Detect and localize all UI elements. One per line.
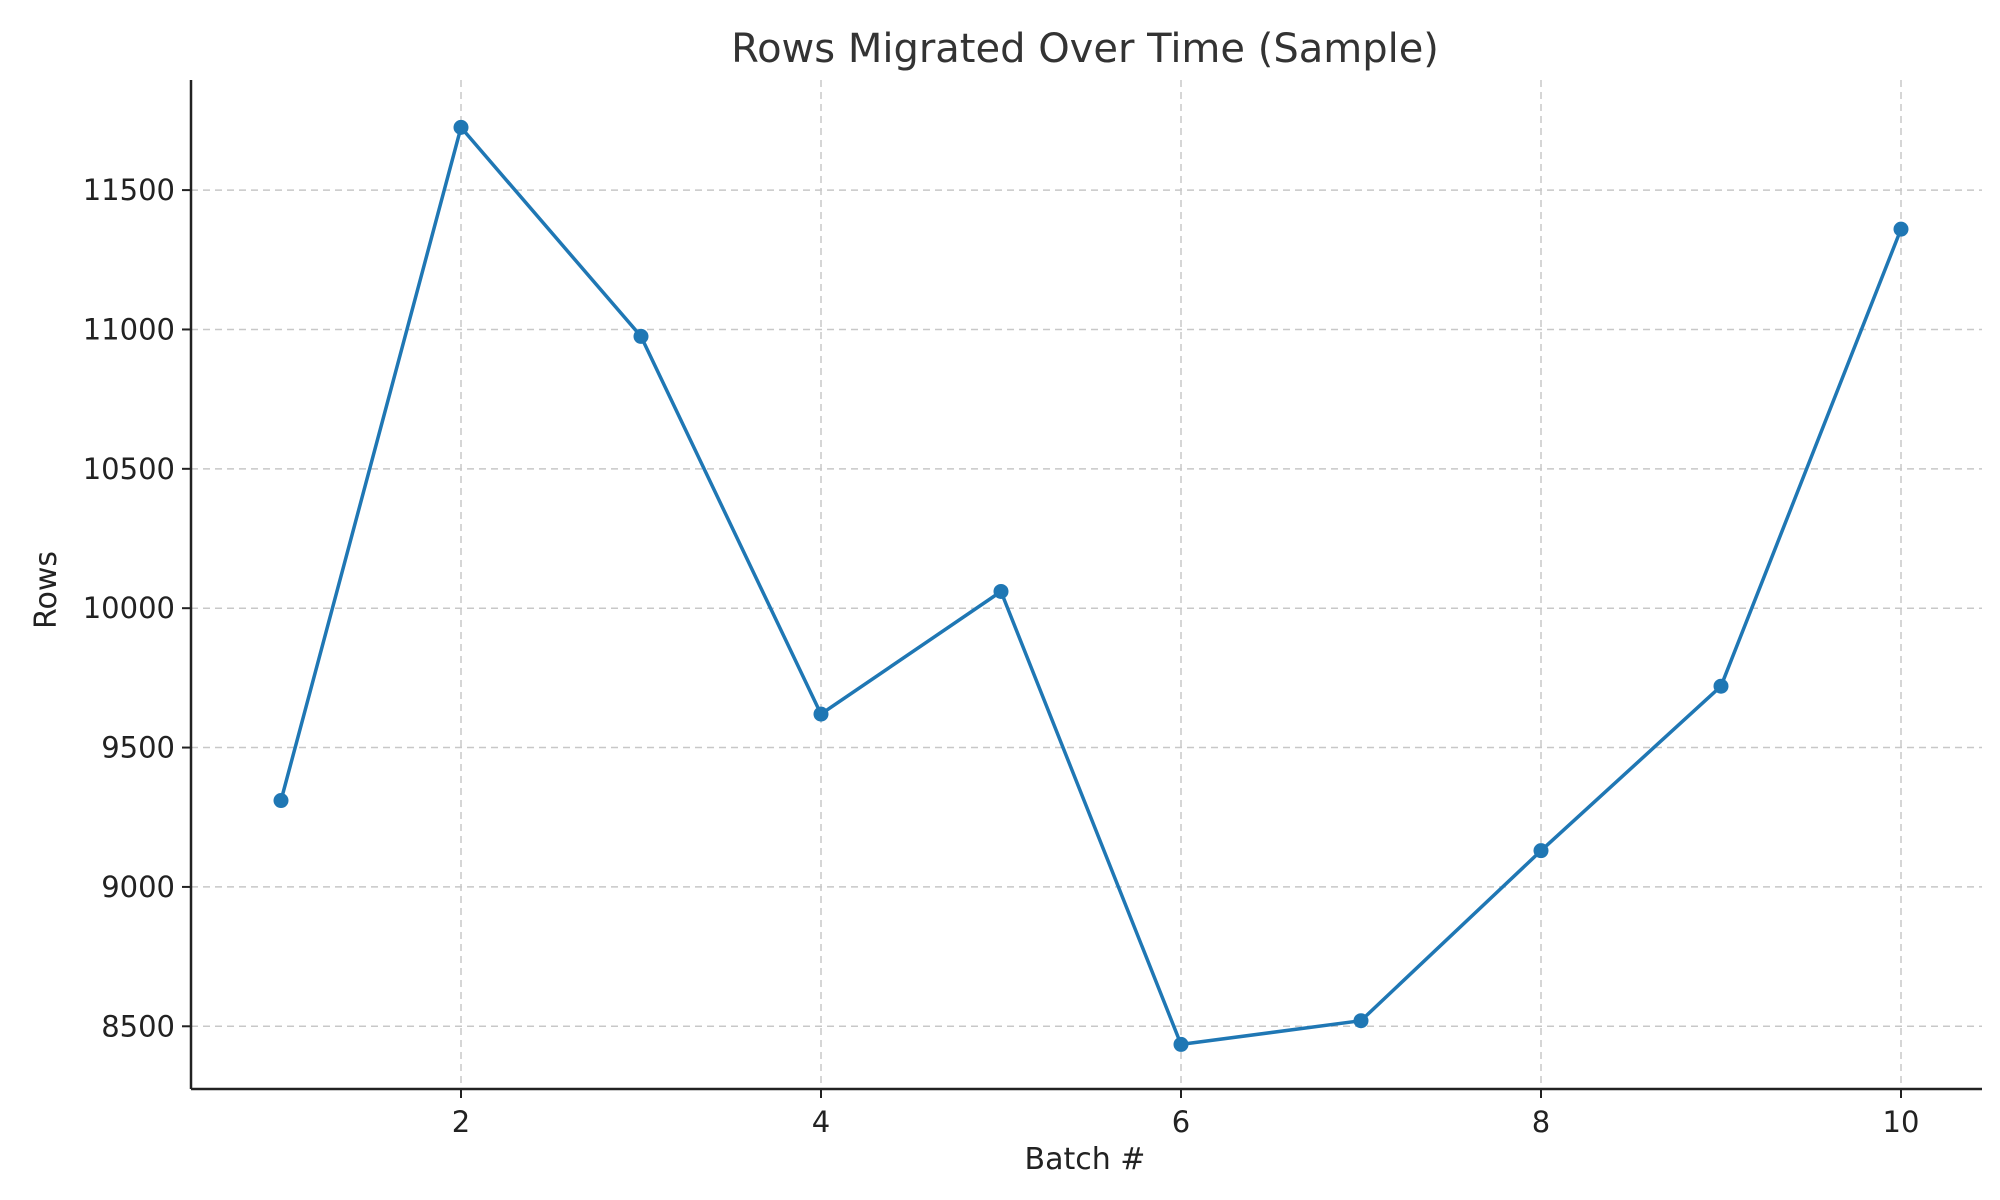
data-point-batch-1 — [273, 793, 289, 809]
data-point-batch-6 — [1173, 1036, 1189, 1052]
series-line-0 — [279, 125, 1903, 1047]
y-tick-label-8500: 8500 — [101, 1009, 175, 1043]
series-layer — [273, 119, 1909, 1052]
x-axis-ticks: 2 4 6 8 10 — [452, 1089, 1920, 1139]
x-axis-label: Batch # — [1025, 1142, 1146, 1177]
x-tick-label-2: 2 — [452, 1105, 470, 1139]
x-tick-label-8: 8 — [1532, 1105, 1550, 1139]
grid-lines — [191, 80, 1982, 1089]
axes — [189, 80, 1982, 1091]
data-point-batch-8 — [1533, 843, 1549, 859]
y-tick-label-11500: 11500 — [83, 173, 175, 207]
x-tick-label-10: 10 — [1883, 1105, 1920, 1139]
y-axis-label: Rows — [29, 551, 64, 629]
data-point-batch-7 — [1353, 1013, 1369, 1029]
y-tick-label-11000: 11000 — [83, 312, 175, 346]
y-tick-label-9000: 9000 — [101, 870, 175, 904]
chart-title: Rows Migrated Over Time (Sample) — [731, 26, 1439, 72]
data-point-batch-10 — [1893, 221, 1909, 237]
y-tick-label-9500: 9500 — [101, 731, 175, 765]
y-tick-label-10500: 10500 — [83, 452, 175, 486]
data-point-batch-9 — [1713, 678, 1729, 694]
y-tick-label-10000: 10000 — [83, 591, 175, 625]
data-point-batch-3 — [633, 328, 649, 344]
data-point-batch-5 — [993, 583, 1009, 599]
x-tick-label-4: 4 — [812, 1105, 830, 1139]
data-point-batch-2 — [453, 119, 469, 135]
x-tick-label-6: 6 — [1172, 1105, 1190, 1139]
y-axis-ticks: 8500 9000 9500 10000 10500 11000 11500 — [83, 173, 191, 1043]
data-point-batch-4 — [813, 706, 829, 722]
